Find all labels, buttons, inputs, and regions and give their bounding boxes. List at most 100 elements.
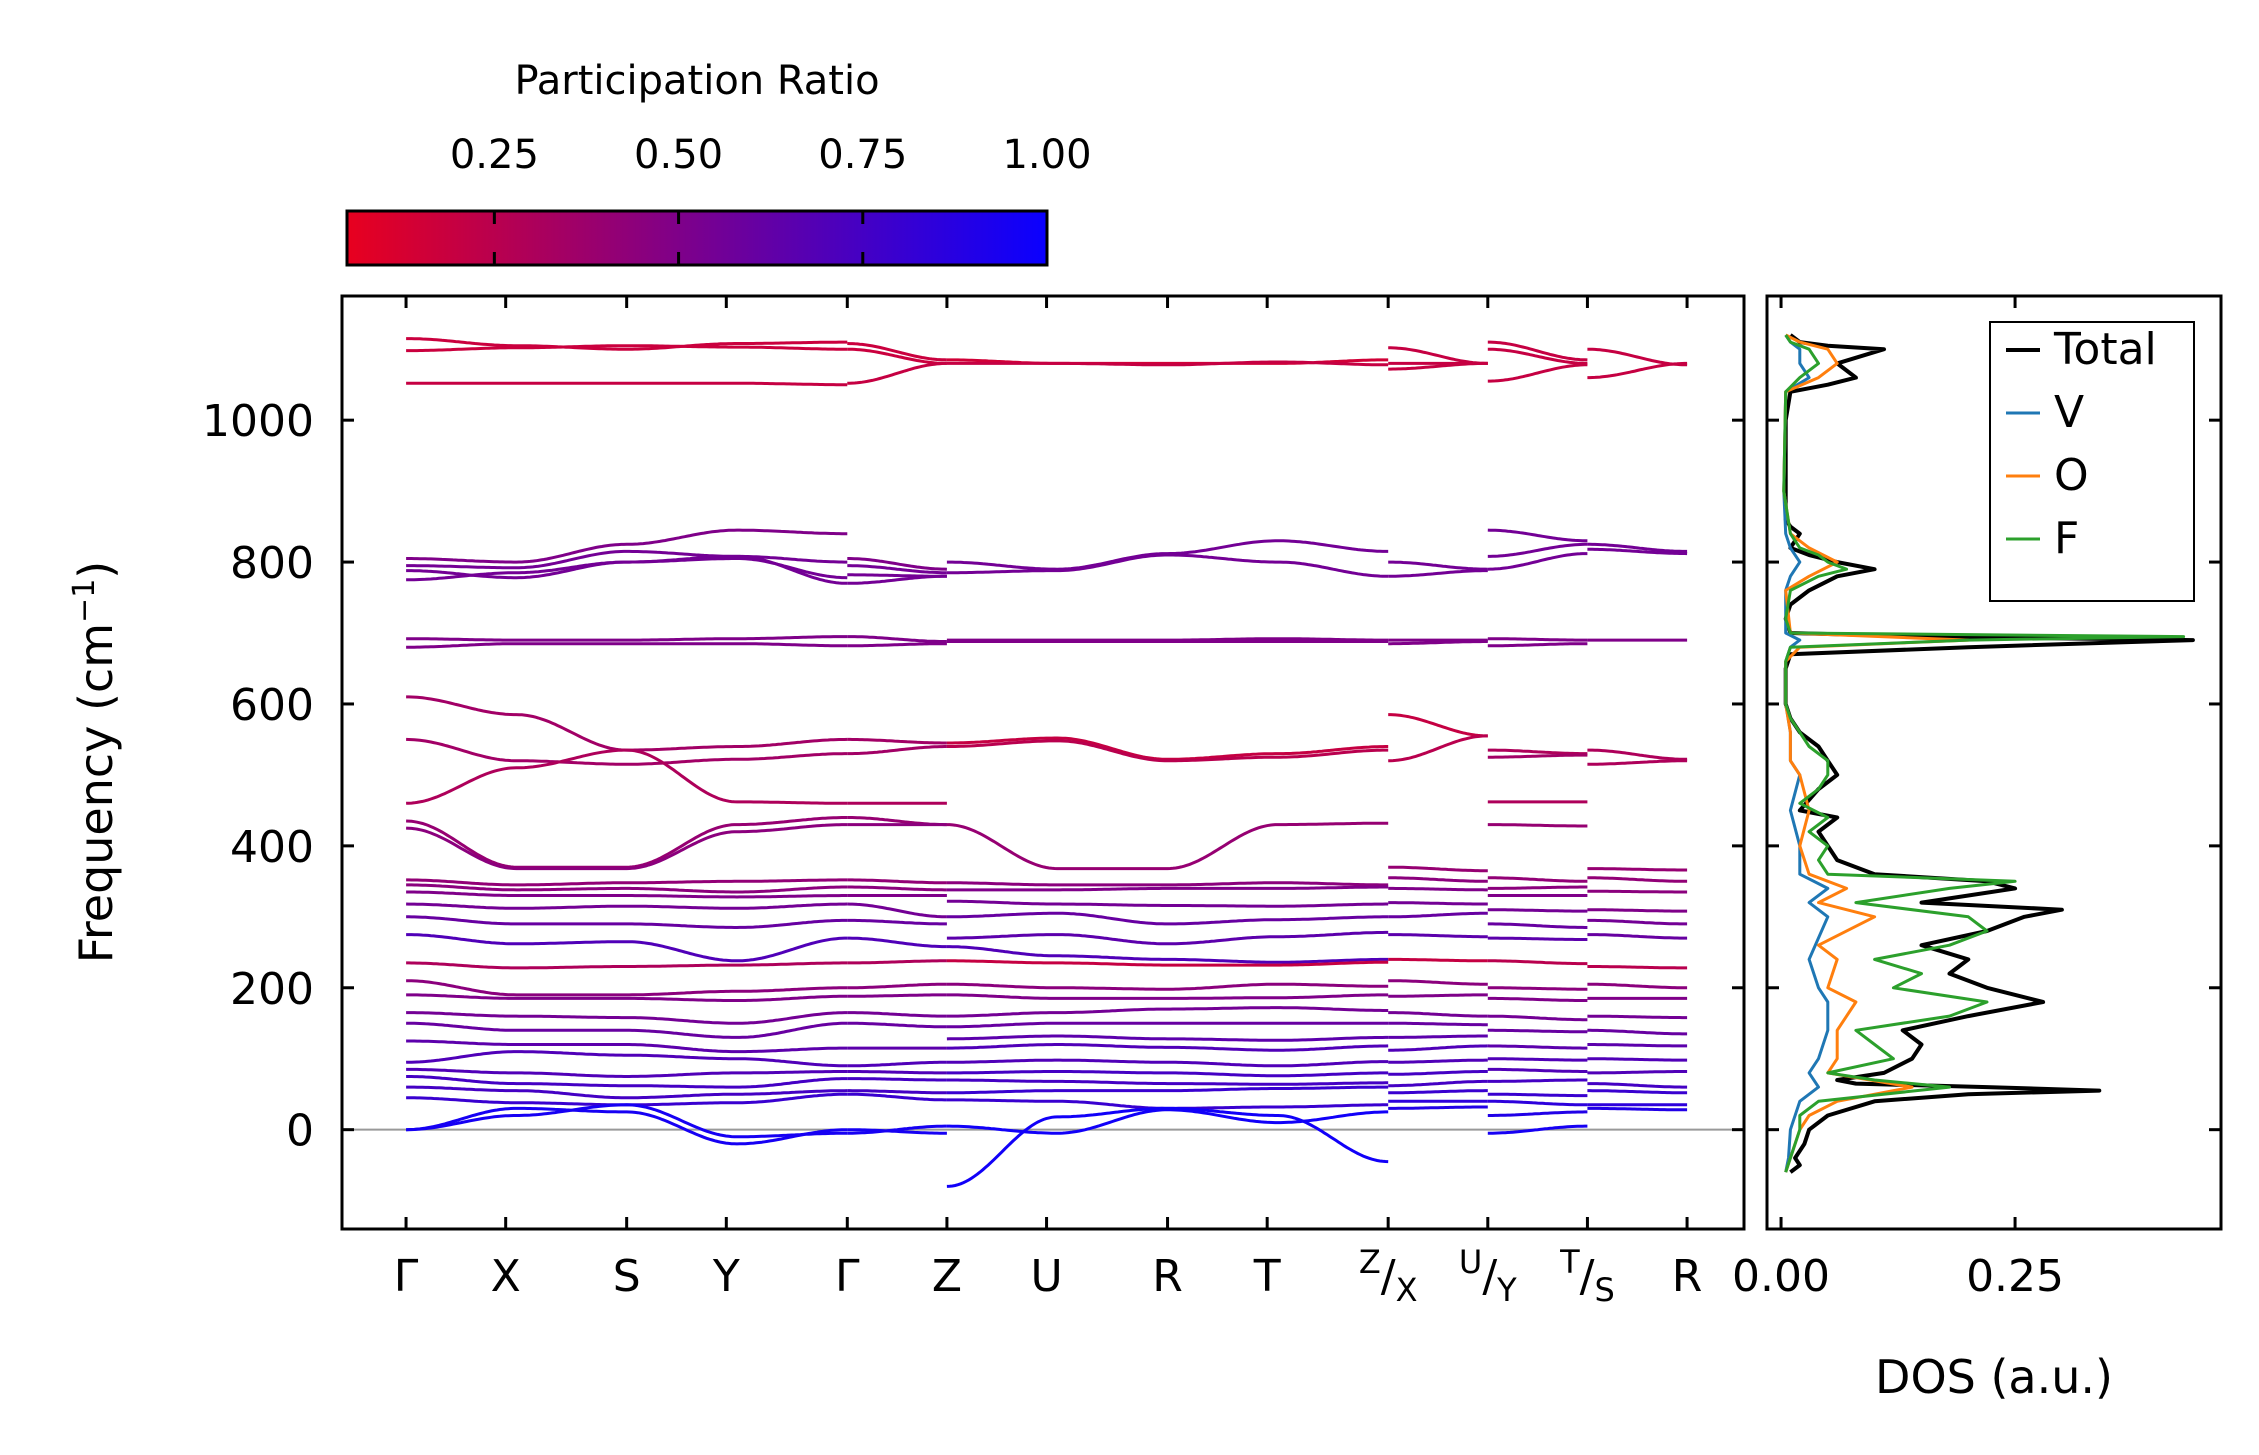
phonon-band [406,381,848,387]
phonon-band [847,1092,947,1102]
phonon-band [406,554,848,585]
phonon-band [1587,759,1688,766]
phonon-band [406,933,848,963]
phonon-band [1388,1044,1488,1052]
phonon-band [406,1039,848,1054]
phonon-band [1388,734,1488,763]
dos-x-tick-label: 0.00 [1732,1251,1830,1302]
legend-frame [1989,321,2195,602]
phonon-band [1487,347,1588,365]
phonon-band [1388,713,1488,738]
phonon-band [1587,876,1688,883]
phonon-band [946,959,1389,967]
phonon-band [1587,1014,1688,1020]
legend: Total VOF [1989,321,2195,602]
phonon-band [406,902,848,910]
phonon-band [406,1075,848,1089]
phonon-band [1487,542,1588,558]
phonon-band [1587,982,1688,990]
phonon-band [1487,885,1588,890]
phonon-band [406,1085,848,1100]
phonon-band [406,878,848,887]
x-axis-title: DOS (a.u.) [1875,1350,2113,1404]
phonon-band [847,557,947,571]
phonon-band [1388,1021,1488,1027]
phonon-band [946,881,1389,887]
y-tick-label: 400 [230,822,314,873]
phonon-band [406,823,848,871]
y-tick-label: 200 [230,964,314,1015]
phonon-band [946,360,1389,367]
phonon-band [1388,640,1488,646]
phonon-band [847,1011,947,1018]
phonon-band [946,821,1389,871]
phonon-band [406,635,848,642]
legend-label: Total [2053,324,2157,375]
phonon-band [946,982,1389,991]
phonon-band [1487,1067,1588,1073]
k-point-label: R [1672,1251,1703,1302]
phonon-band [406,642,848,649]
phonon-band [946,1078,1389,1086]
phonon-band [1487,1014,1588,1022]
phonon-band [847,1070,947,1075]
phonon-band [1487,528,1588,543]
phonon-band [847,564,947,575]
phonon-band [1587,542,1688,553]
colorbar: Participation Ratio 0.25 0.50 0.75 1.00 [345,58,1092,267]
phonon-band [1587,1106,1688,1112]
band-structure-plot: 0 200 400 600 800 1000 Γ X S Y Γ Z U R T Z/X U/Y T/S R Fr… [67,294,1746,1309]
phonon-band [847,635,947,643]
phonon-band [946,930,1389,946]
phonon-band [1587,889,1688,894]
phonon-band [1487,876,1588,883]
dos-series-total [1783,333,2195,1174]
phonon-band [1388,865,1488,873]
phonon-band [1487,340,1588,362]
phonon-band [1388,560,1488,571]
phonon-band [406,528,848,564]
phonon-band [406,1106,848,1146]
y-tick-label: 600 [230,680,314,731]
phonon-band [406,915,848,929]
phonon-band [1388,1089,1488,1095]
legend-label: V [2054,387,2084,438]
k-point-label: Z [932,1251,962,1302]
phonon-band [946,911,1389,926]
phonon-band [1487,1110,1588,1117]
phonon-band [946,993,1389,1000]
k-point-label: R [1152,1251,1183,1302]
phonon-band [946,637,1389,642]
phonon-band [1587,867,1688,872]
colorbar-title: Participation Ratio [514,58,879,104]
phonon-band [1388,569,1488,578]
phonon-band [406,993,848,1002]
phonon-band [406,737,848,766]
phonon-band [1388,346,1488,365]
phonon-band [406,549,848,570]
k-point-label: Γ [394,1251,419,1302]
phonon-band [406,1092,848,1107]
phonon-band [1388,1105,1488,1110]
phonon-band [1388,876,1488,883]
k-point-label: X [491,1251,521,1302]
phonon-band [1487,823,1588,828]
dos-plot: 0.00 0.25 DOS (a.u.) Total VOF [1732,294,2223,1404]
phonon-band [406,344,848,353]
k-point-label: Z/X [1359,1243,1418,1309]
phonon-band [847,361,947,385]
phonon-band [1587,1070,1688,1075]
phonon-band [946,1006,1389,1018]
k-point-label: U [1030,1251,1062,1302]
phonon-band [1388,1058,1488,1064]
phonon-band [1587,547,1688,556]
phonon-band [1388,1079,1488,1088]
phonon-band [1388,933,1488,939]
phonon-band [1587,918,1688,926]
phonon-band [406,883,848,894]
phonon-band [1587,347,1688,367]
phonon-band [406,337,848,351]
phonon-band [1587,748,1688,761]
phonon-band [1388,979,1488,986]
phonon-band [946,899,1389,908]
